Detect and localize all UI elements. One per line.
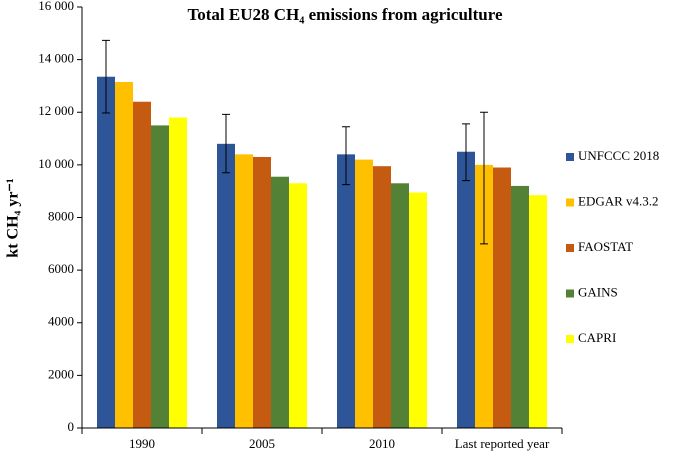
- bar: [337, 154, 355, 428]
- legend-swatch: [566, 289, 574, 298]
- error-bar: [462, 123, 470, 182]
- y-axis-label: kt CH₄ yr⁻¹: [5, 178, 22, 258]
- bar: [457, 151, 475, 428]
- y-tick-label: 0: [68, 419, 75, 434]
- bar: [115, 81, 133, 428]
- x-tick-label: 1990: [129, 436, 155, 451]
- y-tick-label: 14 000: [38, 51, 74, 66]
- y-tick-label: 8000: [48, 208, 74, 223]
- bar: [271, 176, 289, 428]
- bar: [235, 154, 253, 428]
- bar: [409, 192, 427, 428]
- bar: [355, 159, 373, 429]
- bar: [373, 166, 391, 429]
- error-bar: [102, 39, 110, 114]
- bar: [151, 125, 169, 428]
- legend-label: GAINS: [578, 284, 618, 299]
- bar: [253, 156, 271, 428]
- bar: [475, 164, 493, 428]
- y-tick-label: 16 000: [38, 0, 74, 13]
- y-tick-label: 12 000: [38, 103, 74, 118]
- legend-label: CAPRI: [578, 330, 616, 345]
- y-tick-label: 6000: [48, 261, 74, 276]
- y-tick-label: 2000: [48, 366, 74, 381]
- legend-label: UNFCCC 2018: [578, 148, 659, 163]
- x-tick-label: 2010: [369, 436, 395, 451]
- legend-swatch: [566, 153, 574, 161]
- legend-label: EDGAR v4.3.2: [578, 193, 659, 208]
- y-tick-label: 10 000: [38, 156, 74, 171]
- bar: [217, 143, 235, 428]
- error-bar: [480, 111, 488, 245]
- bar: [289, 183, 307, 428]
- chart-title: Total EU28 CH₄ emissions from agricultur…: [187, 5, 502, 24]
- legend-label: FAOSTAT: [578, 239, 633, 254]
- bar: [133, 101, 151, 428]
- bar: [391, 183, 409, 428]
- bar: [493, 167, 511, 428]
- bar: [511, 185, 529, 428]
- bar: [97, 76, 115, 429]
- x-tick-label: Last reported year: [455, 436, 550, 451]
- legend-swatch: [566, 335, 574, 343]
- y-tick-label: 4000: [48, 314, 74, 329]
- bar: [169, 117, 187, 428]
- error-bar: [342, 126, 350, 186]
- bar: [529, 195, 547, 428]
- x-tick-label: 2005: [249, 436, 275, 451]
- legend-swatch: [566, 198, 574, 207]
- legend-swatch: [566, 244, 574, 252]
- error-bar: [222, 113, 230, 174]
